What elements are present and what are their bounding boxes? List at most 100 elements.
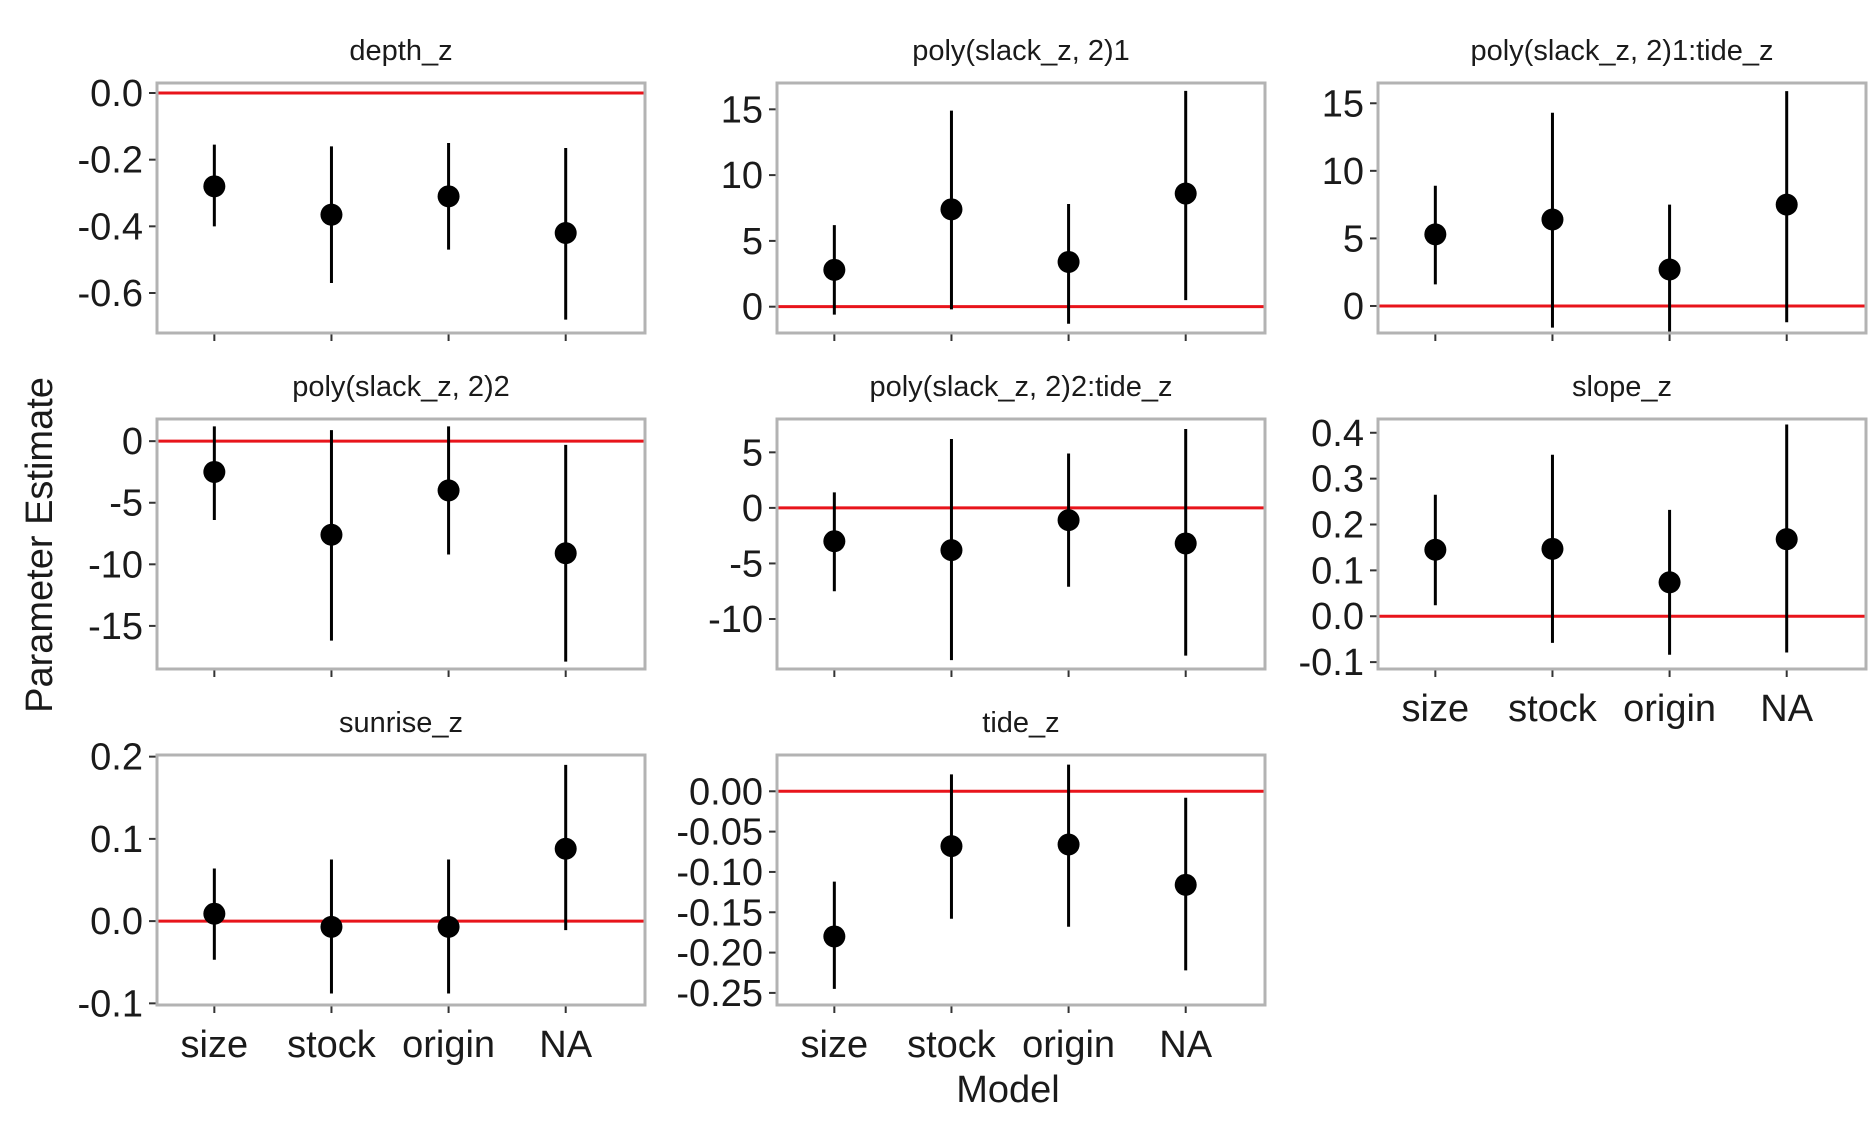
panel-3: poly(slack_z, 2)1:tide_z 0 5 10 15 bbox=[1322, 35, 1868, 341]
point-size bbox=[1424, 538, 1447, 561]
y-tick-label: -0.1 bbox=[1299, 642, 1364, 684]
point-origin bbox=[437, 915, 460, 938]
y-tick-label: -5 bbox=[109, 483, 143, 525]
panel-title: slope_z bbox=[1572, 371, 1672, 403]
y-tick-label: 10 bbox=[1322, 151, 1364, 193]
panel-8: tide_z 0.00-0.05-0.10-0.15-0.20-0.25 size s… bbox=[676, 707, 1267, 1066]
panel-grid: depth_z 0.0 -0.2 -0.4 -0.6 poly(slack_z, 2)1 0… bbox=[78, 35, 1868, 1066]
point-origin bbox=[1057, 509, 1080, 532]
panel-title: poly(slack_z, 2)2:tide_z bbox=[869, 371, 1172, 403]
y-tick-label: 0 bbox=[742, 488, 763, 530]
x-tick-label: origin bbox=[402, 1024, 495, 1066]
y-tick-label: 0 bbox=[742, 287, 763, 329]
point-stock bbox=[320, 523, 343, 546]
y-tick-label: -10 bbox=[88, 544, 143, 586]
y-tick-label: -0.1 bbox=[78, 983, 143, 1025]
y-tick-label: -0.6 bbox=[78, 273, 143, 315]
y-tick-label: 5 bbox=[742, 432, 763, 474]
y-tick-label: 0.0 bbox=[1311, 596, 1364, 638]
y-tick-label: -0.2 bbox=[78, 140, 143, 182]
point-stock bbox=[1541, 208, 1564, 231]
point-size bbox=[823, 258, 846, 281]
point-size bbox=[1424, 223, 1447, 246]
point-origin bbox=[437, 479, 460, 502]
x-tick-label: NA bbox=[539, 1024, 592, 1066]
y-tick-label: -0.05 bbox=[676, 812, 763, 854]
point-origin bbox=[1658, 258, 1681, 281]
x-tick-label: NA bbox=[1760, 688, 1813, 730]
y-tick-label: 0.2 bbox=[1311, 505, 1364, 547]
y-tick-label: 15 bbox=[721, 89, 763, 131]
point-NA bbox=[1174, 873, 1197, 896]
point-size bbox=[203, 175, 226, 198]
point-stock bbox=[940, 835, 963, 858]
y-tick-label: 0.0 bbox=[90, 73, 143, 115]
y-tick-label: 0.00 bbox=[689, 771, 763, 813]
y-tick-label: 15 bbox=[1322, 83, 1364, 125]
x-tick-label: stock bbox=[907, 1024, 997, 1066]
y-tick-label: -10 bbox=[708, 599, 763, 641]
panel-frame bbox=[775, 417, 1267, 671]
point-NA bbox=[554, 837, 577, 860]
panel-title: sunrise_z bbox=[339, 707, 463, 739]
panel-frame bbox=[1376, 417, 1868, 671]
y-tick-label: 0.0 bbox=[90, 901, 143, 943]
y-tick-label: 0.2 bbox=[90, 737, 143, 779]
x-tick-label: size bbox=[1402, 688, 1470, 730]
panel-title: poly(slack_z, 2)1:tide_z bbox=[1470, 35, 1773, 67]
x-tick-label: size bbox=[181, 1024, 249, 1066]
panel-6: slope_z 0.40.30.20.10.0-0.1 size stock origi… bbox=[1299, 371, 1868, 730]
x-axis-title: Model bbox=[956, 1069, 1060, 1111]
y-tick-label: 5 bbox=[742, 221, 763, 263]
y-axis-title: Parameter Estimate bbox=[19, 377, 61, 713]
x-tick-label: origin bbox=[1022, 1024, 1115, 1066]
point-NA bbox=[1174, 532, 1197, 555]
point-NA bbox=[1174, 182, 1197, 205]
panel-title: poly(slack_z, 2)2 bbox=[292, 371, 510, 403]
y-tick-label: -0.20 bbox=[676, 933, 763, 975]
y-tick-label: 0.1 bbox=[1311, 550, 1364, 592]
panel-frame bbox=[155, 81, 647, 335]
point-origin bbox=[437, 185, 460, 208]
y-tick-label: -0.25 bbox=[676, 973, 763, 1015]
panel-frame bbox=[775, 81, 1267, 335]
panel-2: poly(slack_z, 2)1 0 5 10 15 bbox=[721, 35, 1267, 341]
panel-frame bbox=[775, 753, 1267, 1007]
panel-title: tide_z bbox=[982, 707, 1059, 739]
point-origin bbox=[1658, 571, 1681, 594]
y-tick-label: -5 bbox=[729, 543, 763, 585]
y-tick-label: 0 bbox=[122, 421, 143, 463]
y-tick-label: 5 bbox=[1343, 218, 1364, 260]
x-tick-label: stock bbox=[1508, 688, 1598, 730]
point-stock bbox=[940, 539, 963, 562]
point-stock bbox=[940, 198, 963, 221]
y-tick-label: -0.4 bbox=[78, 206, 143, 248]
y-tick-label: -15 bbox=[88, 606, 143, 648]
panel-7: sunrise_z 0.2 0.1 0.0 -0.1 size stock origin NA bbox=[78, 707, 647, 1066]
x-tick-label: size bbox=[801, 1024, 869, 1066]
point-NA bbox=[554, 222, 577, 244]
y-tick-label: 10 bbox=[721, 155, 763, 197]
point-size bbox=[203, 902, 226, 925]
x-tick-label: origin bbox=[1623, 688, 1716, 730]
y-tick-label: -0.10 bbox=[676, 852, 763, 894]
panel-1: depth_z 0.0 -0.2 -0.4 -0.6 bbox=[78, 35, 647, 341]
x-tick-label: stock bbox=[287, 1024, 377, 1066]
panel-title: depth_z bbox=[349, 35, 452, 67]
point-NA bbox=[554, 542, 577, 565]
point-size bbox=[823, 530, 846, 553]
point-origin bbox=[1057, 833, 1080, 856]
point-NA bbox=[1775, 193, 1798, 216]
point-NA bbox=[1775, 528, 1798, 551]
y-tick-label: 0.3 bbox=[1311, 459, 1364, 501]
point-stock bbox=[320, 203, 343, 226]
panel-frame bbox=[1376, 81, 1868, 335]
panel-frame bbox=[155, 753, 647, 1007]
y-tick-label: 0 bbox=[1343, 286, 1364, 328]
panel-5: poly(slack_z, 2)2:tide_z 5 0 -5 -10 bbox=[708, 371, 1267, 677]
y-tick-label: 0.4 bbox=[1311, 413, 1364, 455]
y-tick-label: 0.1 bbox=[90, 819, 143, 861]
panel-title: poly(slack_z, 2)1 bbox=[912, 35, 1130, 67]
panel-frame bbox=[155, 417, 647, 671]
